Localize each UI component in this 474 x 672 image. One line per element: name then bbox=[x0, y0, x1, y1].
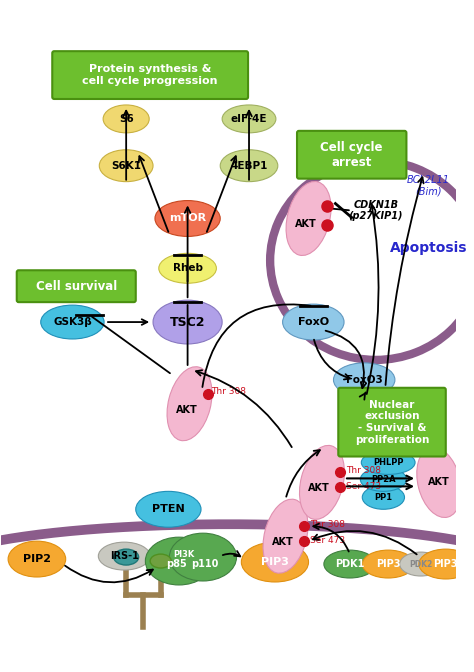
Text: Cell cycle
arrest: Cell cycle arrest bbox=[320, 140, 383, 169]
Text: PTEN: PTEN bbox=[152, 504, 185, 514]
Ellipse shape bbox=[114, 549, 138, 565]
Text: AKT: AKT bbox=[272, 537, 293, 547]
Text: CDKN1B
(p27KIP1): CDKN1B (p27KIP1) bbox=[348, 200, 403, 221]
FancyBboxPatch shape bbox=[297, 131, 406, 179]
Ellipse shape bbox=[417, 448, 461, 517]
Ellipse shape bbox=[99, 150, 153, 181]
Text: AKT: AKT bbox=[308, 483, 330, 493]
Text: Thr 308: Thr 308 bbox=[211, 387, 246, 396]
Ellipse shape bbox=[361, 450, 415, 474]
Text: Nuclear
exclusion
- Survival &
proliferation: Nuclear exclusion - Survival & prolifera… bbox=[355, 400, 429, 445]
Text: FoxO3: FoxO3 bbox=[346, 375, 383, 385]
Ellipse shape bbox=[150, 554, 171, 568]
Ellipse shape bbox=[300, 446, 345, 519]
Ellipse shape bbox=[360, 468, 406, 491]
Text: PHLPP: PHLPP bbox=[373, 458, 403, 467]
Ellipse shape bbox=[98, 542, 150, 570]
FancyBboxPatch shape bbox=[338, 388, 446, 456]
FancyBboxPatch shape bbox=[17, 270, 136, 302]
Text: 4EBP1: 4EBP1 bbox=[230, 161, 268, 171]
Text: Cell survival: Cell survival bbox=[36, 280, 117, 293]
FancyBboxPatch shape bbox=[52, 51, 248, 99]
Ellipse shape bbox=[220, 150, 278, 181]
Text: Thr 308: Thr 308 bbox=[346, 466, 381, 475]
Ellipse shape bbox=[334, 363, 395, 396]
Text: IRS-1: IRS-1 bbox=[110, 551, 139, 561]
Text: PIP3: PIP3 bbox=[261, 557, 289, 567]
Text: p110: p110 bbox=[191, 559, 219, 569]
Ellipse shape bbox=[263, 499, 308, 573]
Text: S6: S6 bbox=[119, 114, 134, 124]
Ellipse shape bbox=[400, 552, 442, 576]
Ellipse shape bbox=[362, 485, 404, 509]
Text: PIP3: PIP3 bbox=[434, 559, 458, 569]
Text: PI3K: PI3K bbox=[173, 550, 194, 558]
Text: PDK1: PDK1 bbox=[335, 559, 365, 569]
Ellipse shape bbox=[153, 300, 222, 344]
Text: S6K1: S6K1 bbox=[111, 161, 141, 171]
Ellipse shape bbox=[167, 367, 212, 441]
Ellipse shape bbox=[324, 550, 376, 578]
Ellipse shape bbox=[419, 549, 473, 579]
Ellipse shape bbox=[241, 542, 309, 582]
Text: Rheb: Rheb bbox=[173, 263, 202, 274]
Ellipse shape bbox=[286, 181, 331, 255]
Ellipse shape bbox=[8, 541, 66, 577]
Text: PP1: PP1 bbox=[374, 493, 392, 502]
Ellipse shape bbox=[222, 105, 276, 133]
Text: AKT: AKT bbox=[295, 220, 317, 229]
Text: AKT: AKT bbox=[176, 405, 198, 415]
Ellipse shape bbox=[362, 550, 414, 578]
Text: PP2A: PP2A bbox=[371, 475, 396, 484]
Text: mTOR: mTOR bbox=[169, 214, 206, 224]
Text: GSK3β: GSK3β bbox=[53, 317, 92, 327]
Text: FoxO: FoxO bbox=[298, 317, 329, 327]
Text: TSC2: TSC2 bbox=[170, 316, 205, 329]
Text: p85: p85 bbox=[166, 559, 186, 569]
Ellipse shape bbox=[103, 105, 149, 133]
Text: BCL2L11
(Bim): BCL2L11 (Bim) bbox=[407, 175, 450, 196]
Ellipse shape bbox=[41, 305, 104, 339]
Ellipse shape bbox=[169, 533, 237, 581]
Text: PIP2: PIP2 bbox=[23, 554, 51, 564]
Text: Ser 473: Ser 473 bbox=[310, 536, 345, 544]
Ellipse shape bbox=[155, 200, 220, 237]
Ellipse shape bbox=[146, 537, 212, 585]
Ellipse shape bbox=[136, 491, 201, 528]
Text: AKT: AKT bbox=[428, 477, 450, 487]
Text: PIP3: PIP3 bbox=[376, 559, 401, 569]
Ellipse shape bbox=[283, 304, 344, 340]
Text: PDK2: PDK2 bbox=[409, 560, 432, 569]
Text: Thr 308: Thr 308 bbox=[310, 519, 345, 529]
Ellipse shape bbox=[159, 253, 217, 283]
Text: Protein synthesis &
cell cycle progression: Protein synthesis & cell cycle progressi… bbox=[82, 65, 218, 86]
Text: Apoptosis: Apoptosis bbox=[390, 241, 467, 255]
Text: eIF-4E: eIF-4E bbox=[231, 114, 267, 124]
Text: Ser 473: Ser 473 bbox=[346, 482, 381, 491]
